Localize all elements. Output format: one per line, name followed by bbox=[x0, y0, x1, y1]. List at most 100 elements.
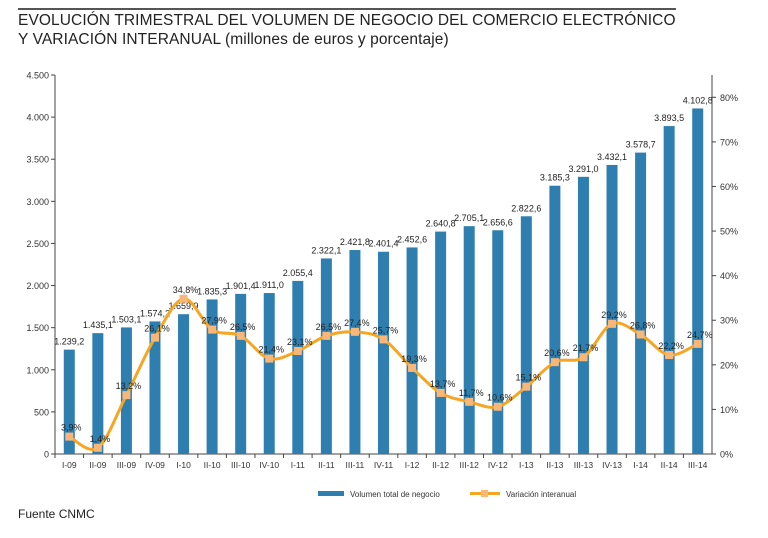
bar bbox=[378, 251, 389, 454]
legend-line-marker bbox=[481, 490, 488, 497]
bar bbox=[263, 293, 275, 454]
line-marker bbox=[522, 382, 531, 391]
bar-value-label: 1.835,3 bbox=[197, 286, 227, 296]
title-line-2: Y VARIACIÓN INTERANUAL (millones de euro… bbox=[18, 31, 449, 48]
line-value-label: 26,5% bbox=[316, 322, 342, 332]
bar bbox=[635, 152, 647, 454]
line-marker bbox=[265, 354, 274, 363]
x-tick-label: IV-12 bbox=[488, 460, 508, 470]
x-tick-label: III-12 bbox=[460, 460, 480, 470]
x-tick-label: I-12 bbox=[405, 460, 420, 470]
x-tick-label: III-11 bbox=[346, 460, 365, 470]
line-marker bbox=[350, 327, 359, 336]
legend-line-label: Variación interanual bbox=[506, 490, 576, 499]
left-tick-label: 2.000 bbox=[26, 281, 49, 291]
bar-value-label: 3.432,1 bbox=[597, 152, 627, 162]
line-value-label: 24,7% bbox=[687, 330, 713, 340]
bar-value-label: 1.911,0 bbox=[255, 280, 284, 290]
x-tick-label: II-09 bbox=[89, 460, 106, 470]
x-tick-label: II-10 bbox=[204, 460, 221, 470]
x-tick-label: II-13 bbox=[546, 460, 563, 470]
line-value-label: 26,1% bbox=[144, 324, 170, 334]
line-marker bbox=[236, 331, 245, 340]
right-tick-label: 50% bbox=[720, 227, 738, 237]
line-value-label: 15,1% bbox=[516, 373, 542, 383]
bar-value-label: 2.322,1 bbox=[311, 245, 341, 255]
line-marker bbox=[122, 391, 131, 400]
x-tick-label: I-14 bbox=[633, 460, 648, 470]
left-tick-label: 1.000 bbox=[26, 365, 49, 375]
x-tick-label: IV-10 bbox=[259, 460, 279, 470]
line-value-label: 10,6% bbox=[487, 393, 513, 403]
left-tick-label: 1.500 bbox=[26, 323, 49, 333]
bar bbox=[292, 280, 304, 454]
x-tick-label: II-14 bbox=[661, 460, 678, 470]
bar-value-label: 3.578,7 bbox=[626, 140, 656, 150]
bar bbox=[149, 321, 161, 454]
right-tick-label: 40% bbox=[720, 271, 738, 281]
bar bbox=[120, 327, 132, 454]
x-tick-label: III-14 bbox=[688, 460, 708, 470]
line-value-label: 3,9% bbox=[61, 423, 82, 433]
bar-value-label: 2.401,4 bbox=[368, 239, 398, 249]
x-tick-label: I-11 bbox=[291, 460, 305, 470]
line-value-label: 27,4% bbox=[344, 318, 370, 328]
line-value-label: 27,9% bbox=[201, 316, 227, 326]
x-tick-label: I-09 bbox=[62, 460, 77, 470]
legend-bar-label: Volumen total de negocio bbox=[350, 490, 440, 499]
line-marker bbox=[693, 339, 702, 348]
line-value-label: 13,7% bbox=[430, 379, 456, 389]
right-tick-label: 60% bbox=[720, 182, 738, 192]
bar-value-label: 3.291,0 bbox=[568, 164, 598, 174]
line-marker bbox=[408, 363, 417, 372]
line-value-label: 34,8% bbox=[173, 285, 199, 295]
x-tick-label: III-09 bbox=[117, 460, 137, 470]
left-tick-label: 3.500 bbox=[26, 155, 49, 165]
bar-value-label: 1.659,9 bbox=[169, 301, 199, 311]
line-marker bbox=[322, 331, 331, 340]
line-marker bbox=[608, 319, 617, 328]
left-tick-label: 0 bbox=[44, 450, 49, 460]
left-tick-label: 4.000 bbox=[26, 113, 49, 123]
bar bbox=[349, 250, 361, 454]
bar bbox=[577, 176, 589, 455]
line-marker bbox=[150, 333, 159, 342]
line-marker bbox=[493, 402, 502, 411]
right-tick-label: 10% bbox=[720, 405, 738, 415]
line-value-label: 25,7% bbox=[373, 325, 399, 335]
bar bbox=[606, 164, 618, 454]
bar bbox=[406, 247, 418, 454]
chart-title: EVOLUCIÓN TRIMESTRAL DEL VOLUMEN DE NEGO… bbox=[18, 8, 676, 49]
bar-value-label: 2.421,8 bbox=[340, 237, 370, 247]
line-value-label: 1,4% bbox=[90, 434, 111, 444]
bar-value-label: 3.185,3 bbox=[540, 173, 570, 183]
bar-value-label: 2.705,1 bbox=[454, 213, 484, 223]
bar-value-label: 1.901,4 bbox=[226, 281, 256, 291]
line-value-label: 26,5% bbox=[230, 322, 256, 332]
x-tick-label: III-13 bbox=[574, 460, 594, 470]
line-value-label: 21,7% bbox=[573, 343, 599, 353]
line-value-label: 13,2% bbox=[116, 381, 142, 391]
left-tick-label: 2.500 bbox=[26, 239, 49, 249]
line-value-label: 11,7% bbox=[459, 388, 484, 398]
right-tick-label: 30% bbox=[720, 316, 738, 326]
title-line-1: EVOLUCIÓN TRIMESTRAL DEL VOLUMEN DE NEGO… bbox=[18, 8, 676, 30]
bar-value-label: 2.656,6 bbox=[483, 217, 513, 227]
bar-value-label: 1.239,2 bbox=[54, 337, 84, 347]
x-tick-label: II-12 bbox=[432, 460, 449, 470]
bar-value-label: 2.822,6 bbox=[511, 203, 541, 213]
bar bbox=[92, 333, 104, 454]
line-value-label: 22,2% bbox=[658, 341, 684, 351]
line-value-label: 19,3% bbox=[401, 354, 427, 364]
bar-value-label: 2.452,6 bbox=[397, 234, 427, 244]
bar bbox=[63, 349, 75, 454]
x-tick-label: I-10 bbox=[176, 460, 191, 470]
line-marker bbox=[65, 432, 74, 441]
right-tick-label: 20% bbox=[720, 360, 738, 370]
left-tick-label: 500 bbox=[34, 407, 49, 417]
line-value-label: 26,8% bbox=[630, 321, 656, 331]
line-marker bbox=[379, 335, 388, 344]
x-tick-label: II-11 bbox=[318, 460, 335, 470]
bar bbox=[463, 226, 475, 454]
bar bbox=[435, 231, 447, 454]
